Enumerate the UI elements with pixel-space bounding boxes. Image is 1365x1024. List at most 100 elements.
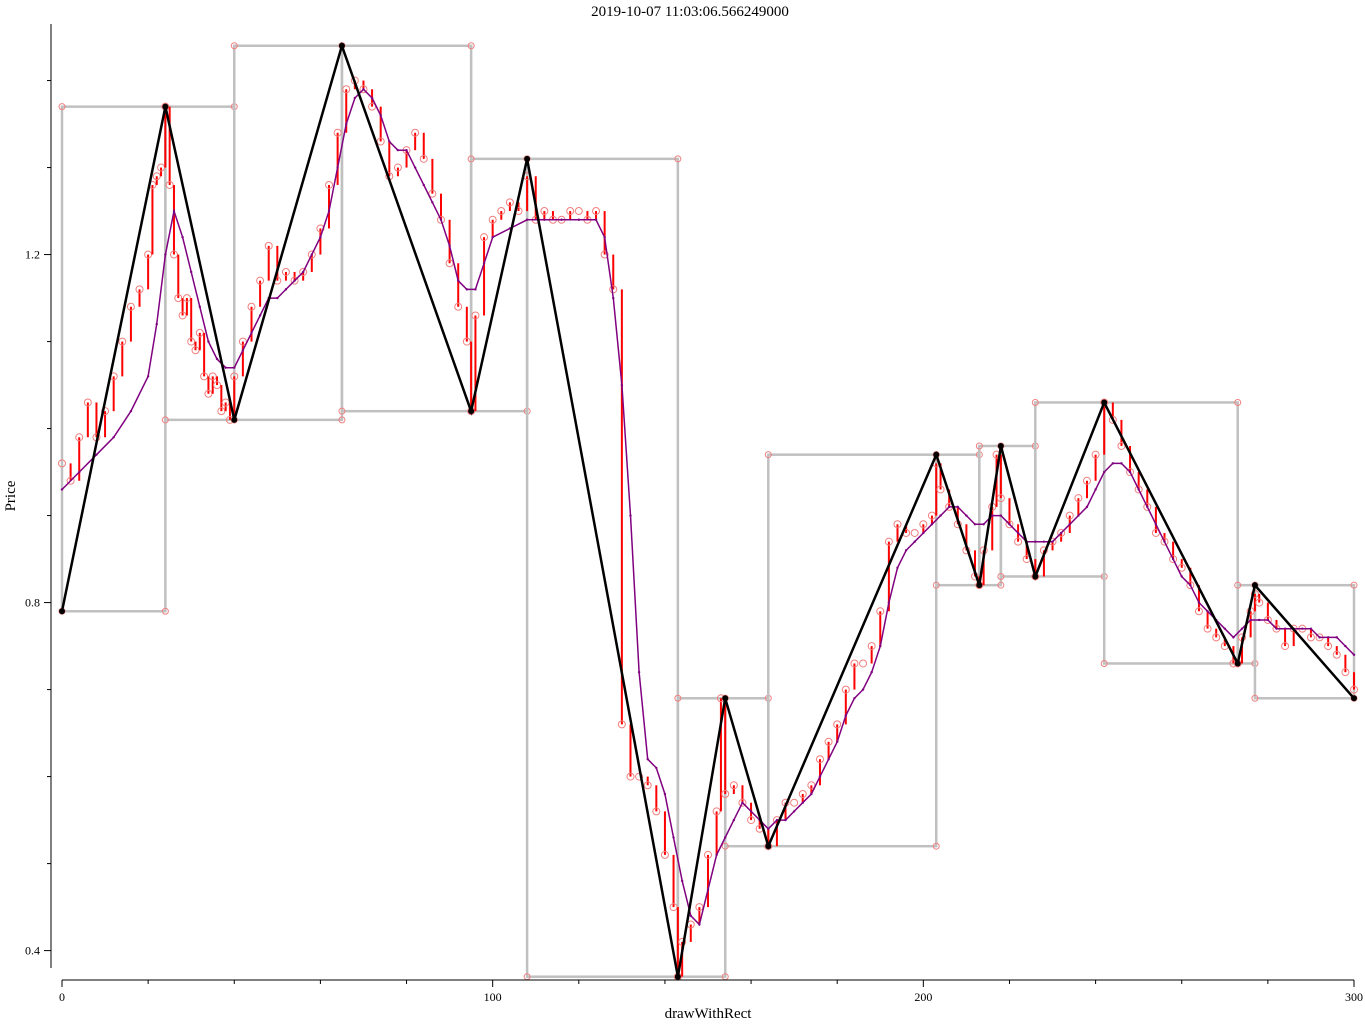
moving-average-point	[310, 253, 313, 256]
moving-average-point	[775, 818, 779, 822]
zigzag-rect-8	[767, 453, 938, 848]
moving-average-point	[353, 96, 357, 100]
moving-average-point	[1266, 618, 1270, 622]
moving-average-point	[95, 453, 98, 456]
moving-average-point	[172, 209, 176, 213]
price-point	[454, 302, 463, 311]
rect-corner-marker	[1251, 694, 1259, 702]
price-point	[850, 659, 859, 668]
price-series	[58, 76, 1358, 981]
x-tick-label: 200	[914, 990, 932, 1004]
moving-average-point	[827, 757, 830, 761]
price-point	[1177, 563, 1186, 572]
price-point	[566, 207, 575, 216]
price-point	[1065, 511, 1074, 520]
price-point	[135, 285, 144, 294]
moving-average-point	[1189, 583, 1192, 587]
moving-average-point	[250, 331, 253, 335]
moving-average-point	[1103, 470, 1106, 474]
price-point	[617, 720, 626, 729]
moving-average-point	[896, 566, 899, 569]
zigzag-pivot	[162, 103, 169, 110]
price-point	[1203, 624, 1212, 633]
price-point	[1082, 476, 1091, 485]
moving-average-point	[233, 366, 236, 369]
moving-average-point	[965, 514, 968, 517]
price-point	[592, 207, 601, 216]
moving-average-point	[853, 697, 856, 700]
price-point	[1169, 555, 1178, 564]
moving-average-point	[637, 670, 641, 674]
price-point	[376, 137, 385, 146]
x-tick-label: 300	[1345, 990, 1363, 1004]
moving-average-point	[379, 114, 382, 117]
moving-average-point	[345, 122, 348, 126]
moving-average-point	[190, 270, 193, 274]
moving-average-point	[1016, 531, 1020, 535]
price-point	[333, 128, 342, 137]
price-point	[230, 372, 239, 381]
moving-average-point	[1258, 618, 1261, 622]
zigzag-pivot	[59, 608, 65, 615]
moving-average-point	[293, 279, 296, 282]
rect-corner-marker	[1031, 398, 1039, 406]
moving-average-point	[767, 827, 770, 830]
moving-average-point	[594, 218, 598, 221]
price-point	[1212, 633, 1221, 642]
moving-average-point	[1335, 636, 1338, 639]
price-point	[1126, 468, 1135, 477]
moving-average-point	[276, 296, 279, 300]
price-point	[540, 207, 549, 216]
moving-average-point	[620, 383, 624, 387]
price-point	[307, 250, 316, 259]
moving-average-point	[1163, 540, 1166, 543]
moving-average-point	[482, 262, 486, 265]
price-point	[488, 215, 497, 224]
moving-average-point	[439, 218, 443, 221]
y-axis-label: Price	[3, 480, 19, 511]
zigzag-pivot	[1032, 573, 1039, 580]
moving-average-point	[784, 818, 787, 822]
moving-average-point	[112, 436, 115, 439]
moving-average-point	[672, 836, 675, 839]
moving-average-point	[973, 523, 977, 526]
moving-average-point	[457, 279, 460, 282]
x-axis-label: drawWithRect	[665, 1006, 753, 1022]
price-point	[1100, 398, 1109, 407]
price-point	[1005, 520, 1014, 529]
rect-corner-marker	[467, 42, 475, 50]
moving-average-point	[991, 514, 994, 517]
moving-average-point	[1275, 627, 1278, 630]
price-point	[807, 781, 816, 790]
moving-average-point	[956, 505, 959, 509]
zigzag-pivot	[1234, 660, 1241, 667]
moving-average-point	[155, 322, 158, 326]
moving-average-point	[181, 235, 184, 239]
moving-average-point	[1042, 540, 1046, 543]
rect-corner-marker	[58, 103, 66, 111]
moving-average-point	[198, 305, 202, 308]
price-point	[893, 520, 902, 529]
price-point	[910, 528, 919, 537]
moving-average-point	[999, 514, 1003, 517]
moving-average-point	[215, 357, 219, 361]
moving-average-line	[61, 88, 1355, 926]
moving-average-point	[629, 514, 632, 517]
moving-average-point	[78, 470, 81, 474]
price-point	[1108, 415, 1117, 424]
price-point	[867, 642, 876, 651]
moving-average-point	[947, 505, 951, 509]
zigzag-pivot	[997, 442, 1004, 449]
moving-average-point	[129, 409, 133, 413]
rect-corner-marker	[997, 572, 1005, 580]
rect-corner-marker	[764, 451, 772, 459]
axes: 0 100 200 300 0.4 0.8 1.2	[25, 24, 1363, 1004]
x-tick-label: 0	[59, 990, 65, 1004]
price-point	[919, 520, 928, 529]
price-point	[1134, 485, 1143, 494]
moving-average-point	[241, 349, 245, 352]
moving-average-point	[689, 914, 692, 917]
price-point	[445, 259, 454, 268]
price-point	[290, 276, 299, 285]
